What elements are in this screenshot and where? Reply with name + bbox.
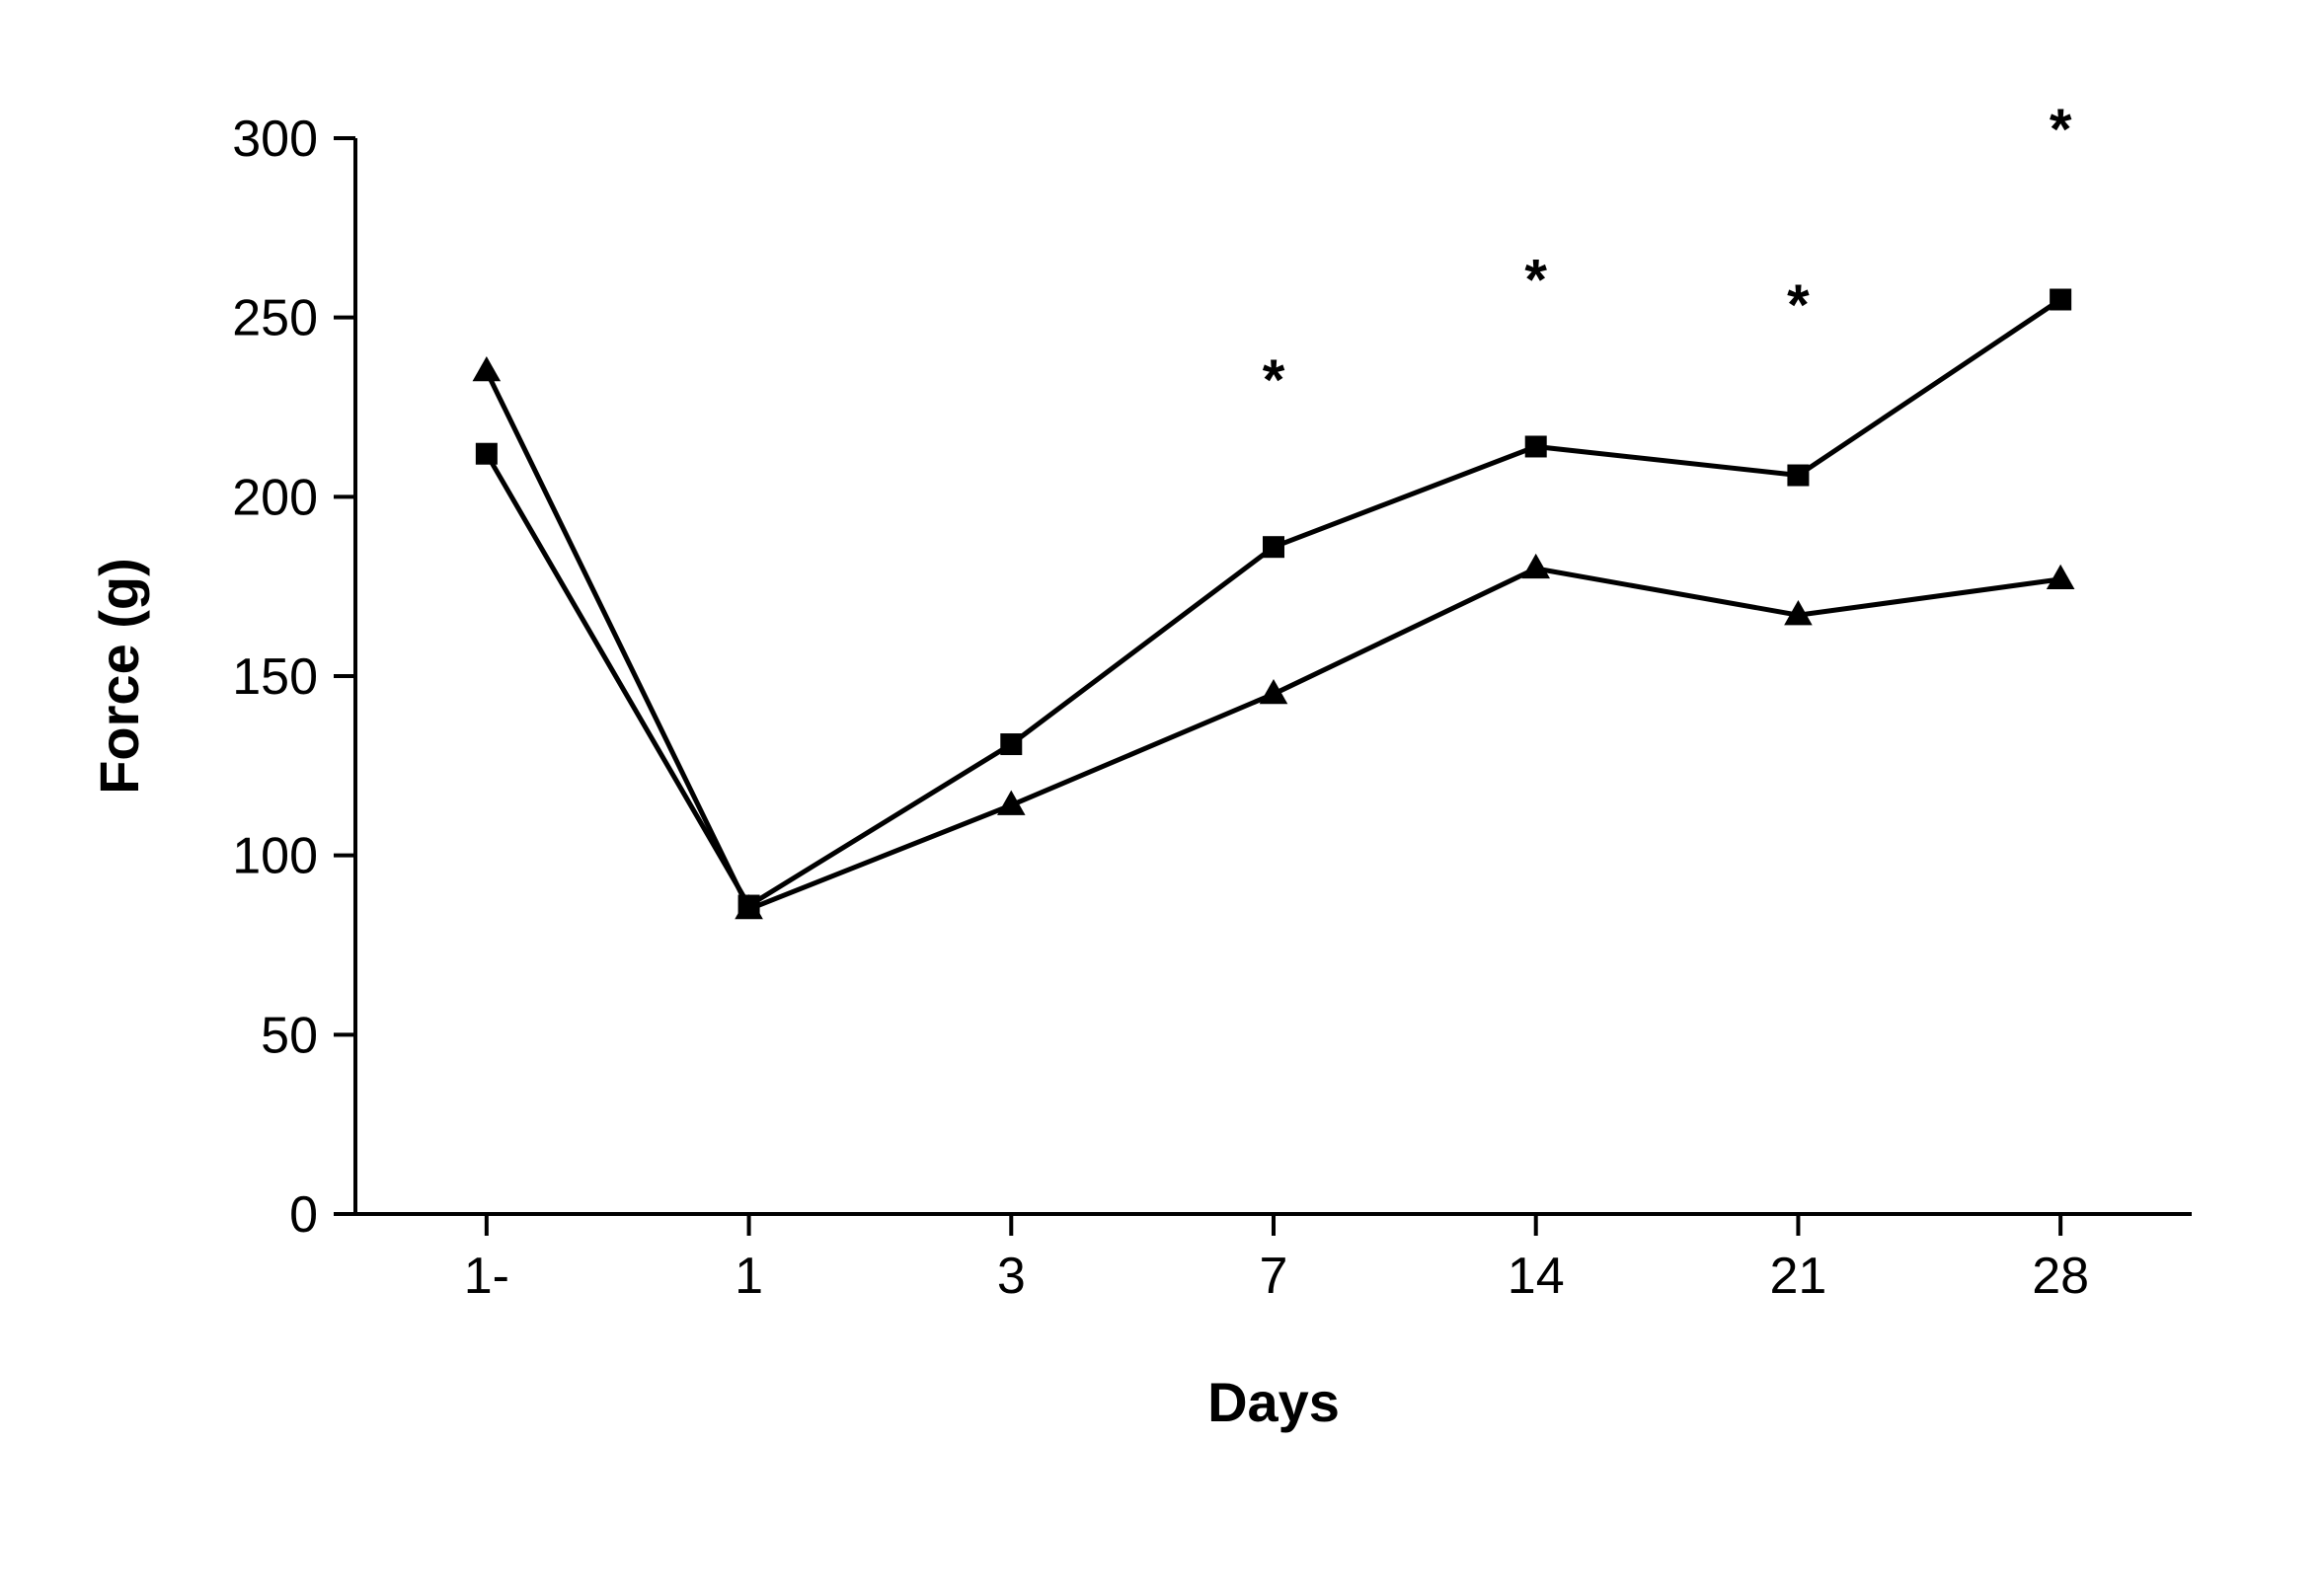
y-tick-label: 50 [261,1007,318,1064]
force-vs-days-chart: 0 50 100 150 200 250 300 1- 1 3 7 14 21 28 Force (g) Da… [39,39,2285,1555]
chart-svg: 0 50 100 150 200 250 300 1- 1 3 7 14 21 28 Force (g) Da… [39,39,2285,1555]
y-tick-label: 150 [232,648,318,706]
significance-mark: * [1787,273,1810,338]
x-tick-label: 28 [2032,1248,2089,1305]
x-tick-label: 21 [1770,1248,1827,1305]
x-tick-label: 7 [1260,1248,1288,1305]
significance-mark: * [1263,348,1285,413]
triangle-marker [473,356,502,381]
significance-mark: * [2050,98,2072,162]
square-marker [1525,435,1547,457]
y-tick-label: 300 [232,111,318,168]
square-marker [476,443,498,465]
y-tick-label: 250 [232,290,318,347]
y-tick-label: 100 [232,828,318,885]
x-tick-label: 14 [1508,1248,1565,1305]
series-triangle-line [487,371,2060,909]
y-axis-label: Force (g) [88,558,150,795]
x-tick-label: 3 [997,1248,1026,1305]
axes [355,138,2192,1214]
x-tick-label: 1- [464,1248,509,1305]
y-tick-label: 0 [289,1186,318,1244]
significance-mark: * [1524,249,1547,313]
triangle-marker [1521,554,1550,578]
y-tick-label: 200 [232,469,318,526]
x-tick-label: 1 [735,1248,763,1305]
x-axis-label: Days [1207,1371,1340,1433]
square-marker [1787,465,1809,487]
square-marker [2050,289,2071,311]
square-marker [1263,536,1284,558]
square-marker [1000,733,1022,755]
triangle-marker [2047,565,2075,589]
